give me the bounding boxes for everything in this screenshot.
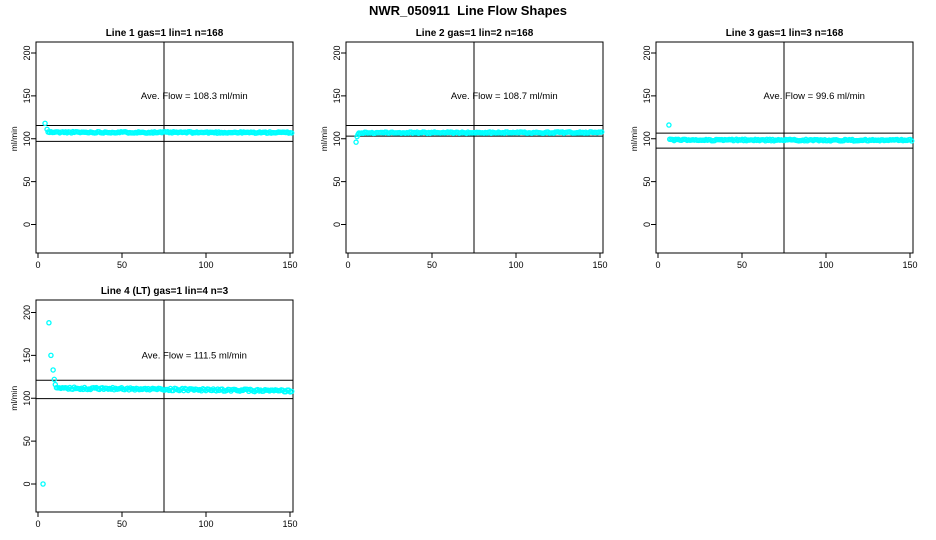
y-axis-label: ml/min <box>319 126 329 151</box>
panel-title: Line 3 gas=1 lin=3 n=168 <box>726 28 844 39</box>
x-tick-label: 100 <box>198 519 213 529</box>
data-point <box>666 122 672 128</box>
y-tick-label: 150 <box>642 88 652 103</box>
y-tick-label: 100 <box>332 131 342 146</box>
y-tick-label: 150 <box>22 348 32 363</box>
y-tick-label: 0 <box>642 222 652 227</box>
panel-line-3: Line 3 gas=1 lin=3 n=168 0 50 100 150 200 ml/m… <box>629 28 918 270</box>
y-tick-label: 200 <box>22 305 32 320</box>
y-tick-label: 50 <box>332 177 342 187</box>
panel-line-4: Line 4 (LT) gas=1 lin=4 n=3 0 50 100 150 200 m… <box>9 286 298 529</box>
data-point <box>50 367 56 373</box>
y-tick-label: 150 <box>332 88 342 103</box>
y-axis-label: ml/min <box>9 126 19 151</box>
ave-flow-annotation: Ave. Flow = 111.5 ml/min <box>142 350 247 361</box>
panel-line-1: Line 1 gas=1 lin=1 n=168 0 50 100 150 200 ml/m… <box>9 28 298 270</box>
panel-title: Line 1 gas=1 lin=1 n=168 <box>106 28 224 39</box>
x-tick-label: 100 <box>818 260 833 270</box>
x-tick-label: 100 <box>508 260 523 270</box>
x-tick-label: 50 <box>427 260 437 270</box>
x-tick-label: 150 <box>282 260 297 270</box>
y-tick-label: 150 <box>22 88 32 103</box>
x-tick-label: 0 <box>345 260 350 270</box>
x-tick-label: 0 <box>35 260 40 270</box>
data-point <box>48 352 54 359</box>
data-point <box>51 376 58 383</box>
y-tick-label: 50 <box>22 436 32 446</box>
ave-flow-annotation: Ave. Flow = 108.7 ml/min <box>451 91 558 102</box>
data-point <box>42 120 48 127</box>
panel-line-2: Line 2 gas=1 lin=2 n=168 0 50 100 150 200 ml/m… <box>319 28 608 270</box>
ave-flow-annotation: Ave. Flow = 99.6 ml/min <box>764 91 865 102</box>
y-axis-label: ml/min <box>9 385 19 410</box>
figure-title: NWR_050911 Line Flow Shapes <box>369 3 567 18</box>
data-point <box>908 138 915 144</box>
x-tick-label: 0 <box>655 260 660 270</box>
data-point <box>598 129 605 135</box>
y-tick-label: 100 <box>22 391 32 406</box>
ave-flow-annotation: Ave. Flow = 108.3 ml/min <box>141 91 248 102</box>
data-point <box>353 139 359 145</box>
y-tick-label: 200 <box>642 45 652 60</box>
y-tick-label: 100 <box>22 131 32 146</box>
x-tick-label: 50 <box>737 260 747 270</box>
x-tick-label: 100 <box>198 260 213 270</box>
y-tick-label: 100 <box>642 131 652 146</box>
panel-title: Line 4 (LT) gas=1 lin=4 n=3 <box>101 286 229 297</box>
data-point <box>40 481 46 487</box>
y-tick-label: 50 <box>22 177 32 187</box>
y-tick-label: 0 <box>332 222 342 227</box>
data-point <box>288 388 295 395</box>
data-point <box>46 320 52 326</box>
panel-title: Line 2 gas=1 lin=2 n=168 <box>416 28 534 39</box>
y-axis-label: ml/min <box>629 126 639 151</box>
x-tick-label: 50 <box>117 519 127 529</box>
y-tick-label: 200 <box>22 45 32 60</box>
y-tick-label: 50 <box>642 177 652 187</box>
x-tick-label: 150 <box>592 260 607 270</box>
y-tick-label: 200 <box>332 45 342 60</box>
y-tick-label: 0 <box>22 222 32 227</box>
y-tick-label: 0 <box>22 481 32 486</box>
data-point <box>288 130 295 136</box>
x-tick-label: 150 <box>902 260 917 270</box>
x-tick-label: 150 <box>282 519 297 529</box>
x-tick-label: 0 <box>35 519 40 529</box>
x-tick-label: 50 <box>117 260 127 270</box>
